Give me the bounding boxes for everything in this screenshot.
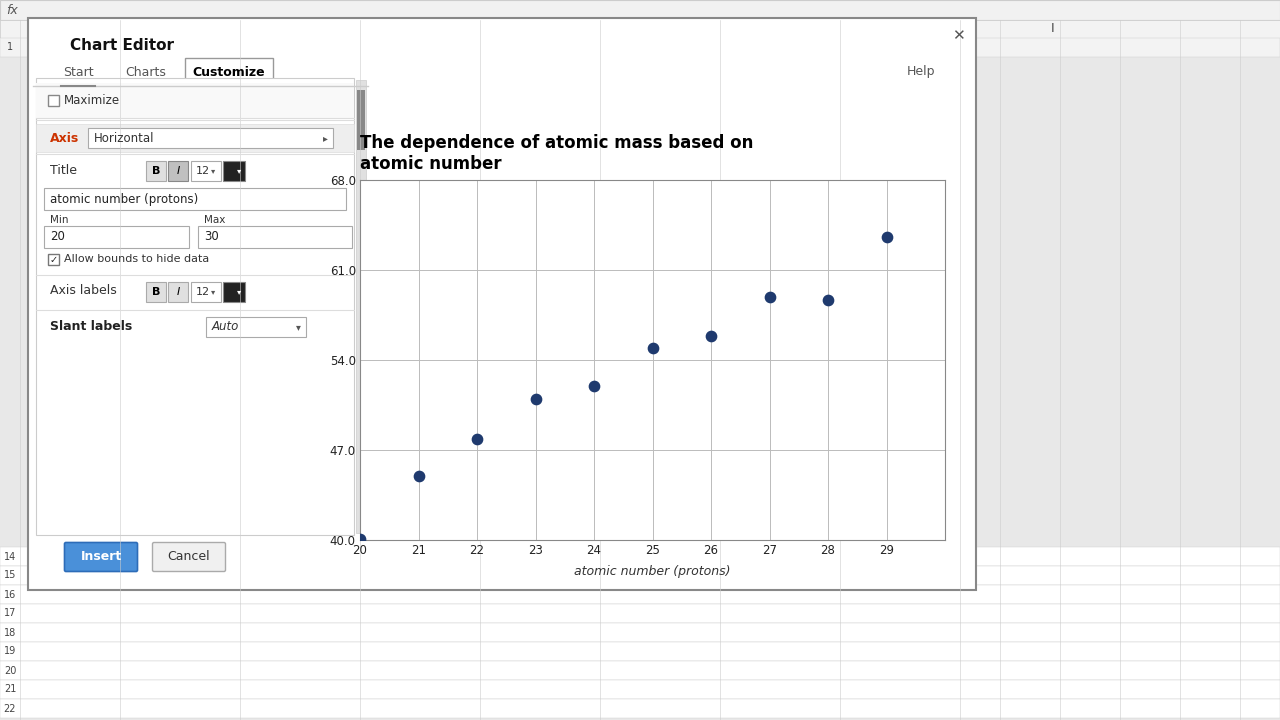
Bar <box>0 623 1280 642</box>
Bar <box>44 188 346 210</box>
Bar <box>0 604 1280 623</box>
Bar <box>168 161 188 181</box>
Bar <box>0 0 1280 20</box>
Text: Title: Title <box>50 163 77 176</box>
Text: 19: 19 <box>4 647 17 657</box>
Point <box>877 231 897 243</box>
Bar <box>36 78 355 535</box>
Text: Charts: Charts <box>125 66 166 78</box>
X-axis label: atomic number (protons): atomic number (protons) <box>575 565 731 578</box>
Text: 18: 18 <box>4 628 17 637</box>
Text: Help: Help <box>906 66 936 78</box>
Bar <box>49 254 59 265</box>
Text: Start: Start <box>63 66 93 78</box>
Text: 14: 14 <box>4 552 17 562</box>
Text: Chart Editor: Chart Editor <box>70 38 174 53</box>
Point <box>643 342 663 354</box>
Bar <box>0 680 1280 699</box>
Text: 30: 30 <box>204 230 219 243</box>
Bar <box>88 128 333 148</box>
Bar <box>191 282 221 302</box>
Text: 16: 16 <box>4 590 17 600</box>
Point <box>408 470 429 482</box>
Text: Axis: Axis <box>50 132 79 145</box>
Text: Max: Max <box>204 215 225 225</box>
Text: Slant labels: Slant labels <box>50 320 132 333</box>
Text: Insert: Insert <box>81 551 122 564</box>
Text: Horizontal: Horizontal <box>93 132 155 145</box>
Bar <box>0 20 1280 38</box>
Text: 12: 12 <box>196 166 210 176</box>
Text: Customize: Customize <box>193 66 265 78</box>
Bar <box>168 282 188 302</box>
Text: 21: 21 <box>4 685 17 695</box>
FancyBboxPatch shape <box>152 542 225 572</box>
Bar <box>0 661 1280 680</box>
Text: B: B <box>152 287 160 297</box>
Bar <box>0 585 1280 604</box>
Point <box>349 534 370 545</box>
Bar <box>0 547 1280 566</box>
Text: 1: 1 <box>6 42 13 53</box>
Text: Cancel: Cancel <box>168 551 210 564</box>
Text: ✓: ✓ <box>50 254 58 264</box>
Text: 20: 20 <box>50 230 65 243</box>
Bar <box>0 642 1280 661</box>
Text: ▾: ▾ <box>296 322 301 332</box>
Point <box>467 433 488 444</box>
Text: ▾: ▾ <box>211 166 215 176</box>
Text: ▾: ▾ <box>237 166 241 176</box>
Text: The dependence of atomic mass based on
atomic number: The dependence of atomic mass based on a… <box>360 134 754 173</box>
Bar <box>0 699 1280 718</box>
Bar <box>357 90 365 150</box>
Text: ▾: ▾ <box>237 287 241 297</box>
Text: Auto: Auto <box>212 320 239 333</box>
Bar <box>223 282 244 302</box>
Text: 22: 22 <box>4 703 17 714</box>
Point <box>584 380 604 392</box>
Bar <box>206 317 306 337</box>
Bar <box>146 161 166 181</box>
Text: ▾: ▾ <box>211 287 215 297</box>
Bar <box>186 58 273 86</box>
Text: I: I <box>1051 22 1055 35</box>
Bar <box>49 95 59 106</box>
Text: Min: Min <box>50 215 69 225</box>
Bar <box>356 80 366 533</box>
Text: ▸: ▸ <box>323 133 328 143</box>
Text: atomic number (protons): atomic number (protons) <box>50 192 198 205</box>
Text: fx: fx <box>6 4 18 17</box>
FancyBboxPatch shape <box>28 18 977 590</box>
Bar <box>146 282 166 302</box>
Text: 12: 12 <box>196 287 210 297</box>
Text: ✕: ✕ <box>951 29 964 43</box>
Text: B: B <box>152 166 160 176</box>
Text: I: I <box>177 166 179 176</box>
Text: I: I <box>177 287 179 297</box>
Point <box>759 291 780 302</box>
FancyBboxPatch shape <box>64 542 137 572</box>
Bar <box>44 226 189 248</box>
Point <box>525 394 545 405</box>
Bar <box>198 226 352 248</box>
Bar <box>36 124 355 152</box>
Point <box>700 330 721 342</box>
Text: Axis labels: Axis labels <box>50 284 116 297</box>
Text: Maximize: Maximize <box>64 94 120 107</box>
Text: 17: 17 <box>4 608 17 618</box>
Text: Allow bounds to hide data: Allow bounds to hide data <box>64 254 209 264</box>
Point <box>818 294 838 305</box>
Bar <box>223 161 244 181</box>
Text: 15: 15 <box>4 570 17 580</box>
Bar <box>0 38 1280 57</box>
Bar <box>36 83 355 118</box>
Text: 20: 20 <box>4 665 17 675</box>
Bar <box>191 161 221 181</box>
Bar <box>0 566 1280 585</box>
